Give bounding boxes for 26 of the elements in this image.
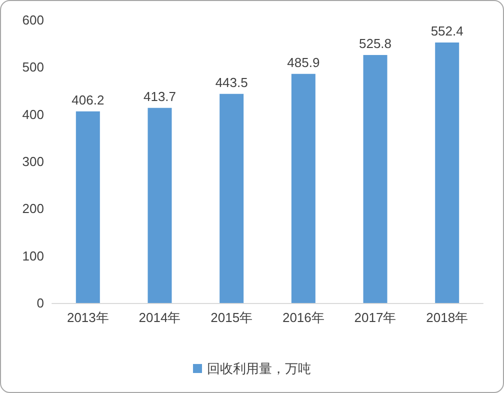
y-tick-label: 0 [36, 296, 44, 310]
x-tick-label: 2013年 [66, 310, 109, 325]
data-label: 413.7 [143, 88, 176, 104]
y-tick-label: 100 [22, 248, 44, 264]
x-tick-label: 2014年 [138, 310, 181, 325]
y-tick-label: 300 [22, 154, 44, 169]
x-tick-label: 2015年 [210, 310, 253, 325]
data-label: 406.2 [72, 92, 104, 108]
x-tick-label: 2016年 [282, 310, 324, 325]
bar [76, 111, 100, 303]
bar [435, 42, 460, 303]
data-label: 485.9 [287, 54, 320, 70]
legend-label: 回收利用量，万吨 [207, 361, 311, 376]
bar [291, 74, 316, 303]
data-label: 525.8 [358, 36, 392, 51]
y-tick-label: 400 [22, 106, 44, 122]
x-tick-label: 2018年 [426, 310, 468, 325]
y-tick-label: 500 [22, 60, 44, 75]
bar [220, 94, 244, 303]
x-tick-label: 2017年 [354, 310, 396, 325]
y-tick-label: 200 [22, 201, 44, 216]
y-tick-label: 600 [22, 12, 44, 28]
data-label: 443.5 [215, 74, 248, 90]
bar [363, 55, 388, 303]
bar [148, 108, 172, 303]
data-label: 552.4 [430, 23, 464, 38]
